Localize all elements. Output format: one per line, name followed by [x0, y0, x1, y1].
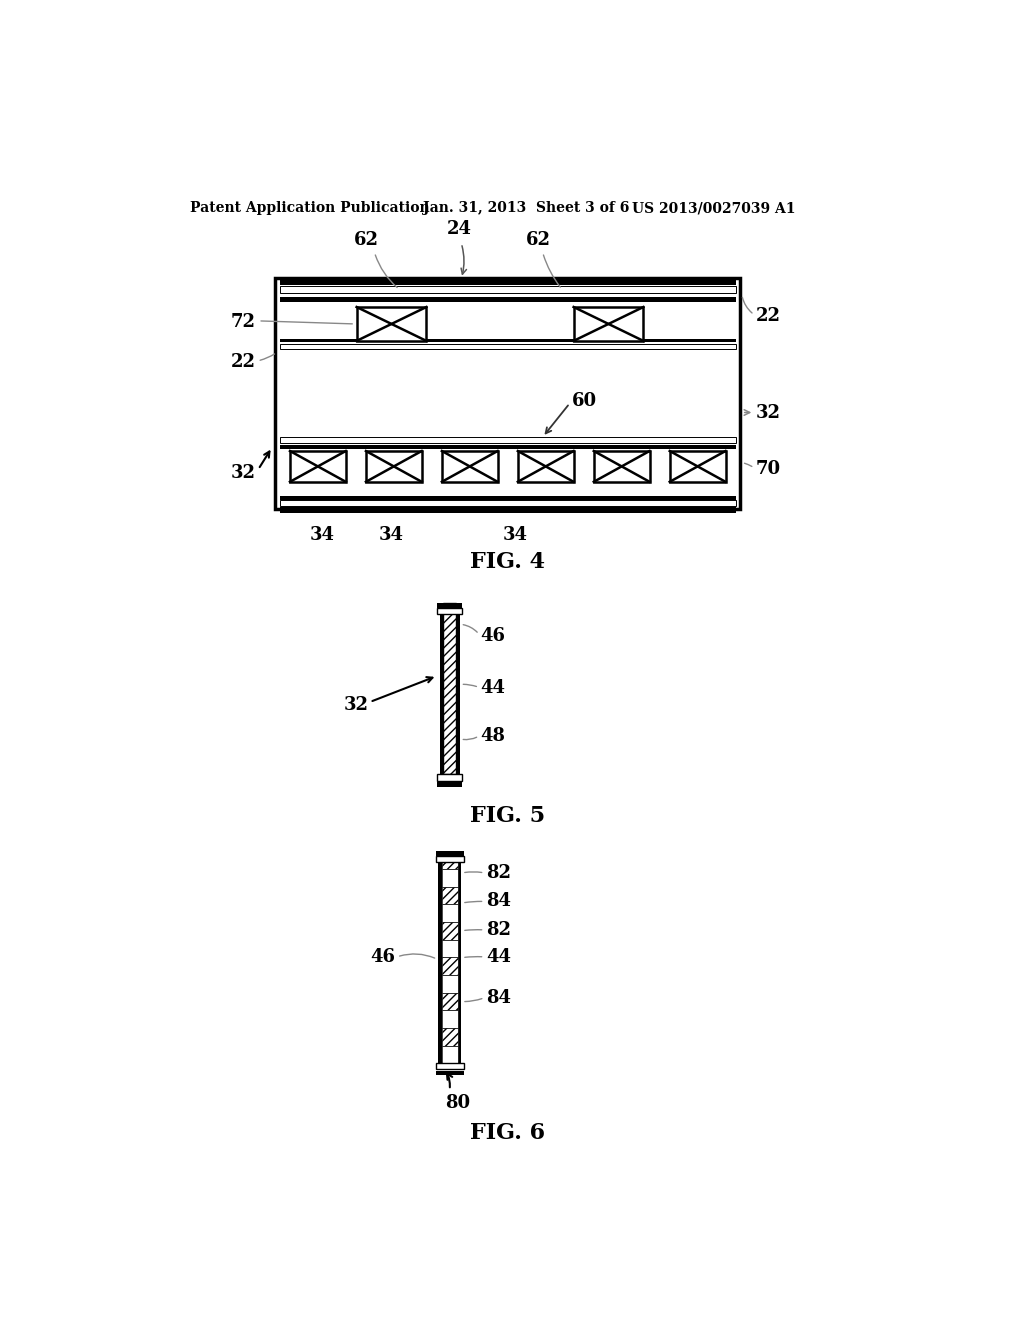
- Text: US 2013/0027039 A1: US 2013/0027039 A1: [632, 202, 796, 215]
- Text: FIG. 5: FIG. 5: [470, 805, 546, 828]
- Bar: [437, 609, 462, 614]
- Bar: [435, 1071, 464, 1076]
- Bar: [439, 603, 443, 775]
- Text: Jan. 31, 2013  Sheet 3 of 6: Jan. 31, 2013 Sheet 3 of 6: [423, 202, 629, 215]
- Text: 72: 72: [230, 313, 256, 331]
- Bar: [275, 277, 740, 508]
- Text: 34: 34: [309, 527, 334, 544]
- Bar: [442, 869, 458, 887]
- Text: 32: 32: [230, 463, 256, 482]
- Text: 84: 84: [486, 892, 511, 911]
- Bar: [442, 975, 458, 993]
- Bar: [442, 904, 458, 921]
- Text: 44: 44: [486, 948, 511, 966]
- Text: 24: 24: [446, 219, 471, 238]
- Bar: [437, 781, 462, 787]
- Text: 34: 34: [379, 527, 404, 544]
- Bar: [280, 445, 735, 449]
- Text: 70: 70: [756, 459, 781, 478]
- Text: 62: 62: [354, 231, 379, 249]
- Text: 22: 22: [230, 354, 256, 371]
- Bar: [442, 1045, 458, 1063]
- Bar: [366, 451, 422, 482]
- Bar: [290, 451, 346, 482]
- Bar: [442, 993, 458, 1010]
- Bar: [443, 603, 456, 775]
- Bar: [670, 451, 726, 482]
- Bar: [594, 451, 649, 482]
- Bar: [442, 1010, 458, 1028]
- Bar: [280, 297, 735, 302]
- Bar: [280, 286, 735, 293]
- Bar: [437, 603, 462, 609]
- Text: 82: 82: [486, 865, 511, 882]
- Bar: [280, 339, 735, 342]
- Bar: [280, 496, 735, 500]
- Bar: [438, 851, 442, 1063]
- Bar: [518, 451, 573, 482]
- Text: FIG. 4: FIG. 4: [470, 552, 545, 573]
- Text: 32: 32: [756, 404, 780, 421]
- Text: FIG. 6: FIG. 6: [470, 1122, 546, 1144]
- Bar: [456, 603, 460, 775]
- Bar: [442, 957, 458, 975]
- Bar: [280, 437, 735, 442]
- Bar: [442, 921, 458, 940]
- Bar: [442, 451, 498, 482]
- Text: 82: 82: [486, 921, 511, 939]
- Bar: [356, 308, 426, 341]
- Bar: [435, 1063, 464, 1069]
- Bar: [442, 887, 458, 904]
- Bar: [442, 851, 458, 869]
- Bar: [442, 940, 458, 957]
- Text: Patent Application Publication: Patent Application Publication: [190, 202, 430, 215]
- Text: 22: 22: [756, 308, 780, 325]
- Bar: [435, 857, 464, 862]
- Bar: [573, 308, 643, 341]
- Text: 32: 32: [343, 696, 369, 714]
- Bar: [458, 851, 461, 1063]
- Bar: [442, 1028, 458, 1045]
- Bar: [280, 500, 735, 506]
- Bar: [280, 345, 735, 350]
- Text: 80: 80: [444, 1094, 470, 1111]
- Bar: [437, 775, 462, 780]
- Text: 60: 60: [572, 392, 597, 411]
- Text: 34: 34: [503, 527, 528, 544]
- Bar: [280, 507, 735, 512]
- Text: 46: 46: [480, 627, 506, 644]
- Text: 44: 44: [480, 680, 506, 697]
- Text: 84: 84: [486, 989, 511, 1007]
- Text: 48: 48: [480, 727, 506, 744]
- Bar: [435, 851, 464, 857]
- Text: 46: 46: [371, 948, 395, 966]
- Text: 62: 62: [526, 231, 551, 249]
- Bar: [280, 280, 735, 285]
